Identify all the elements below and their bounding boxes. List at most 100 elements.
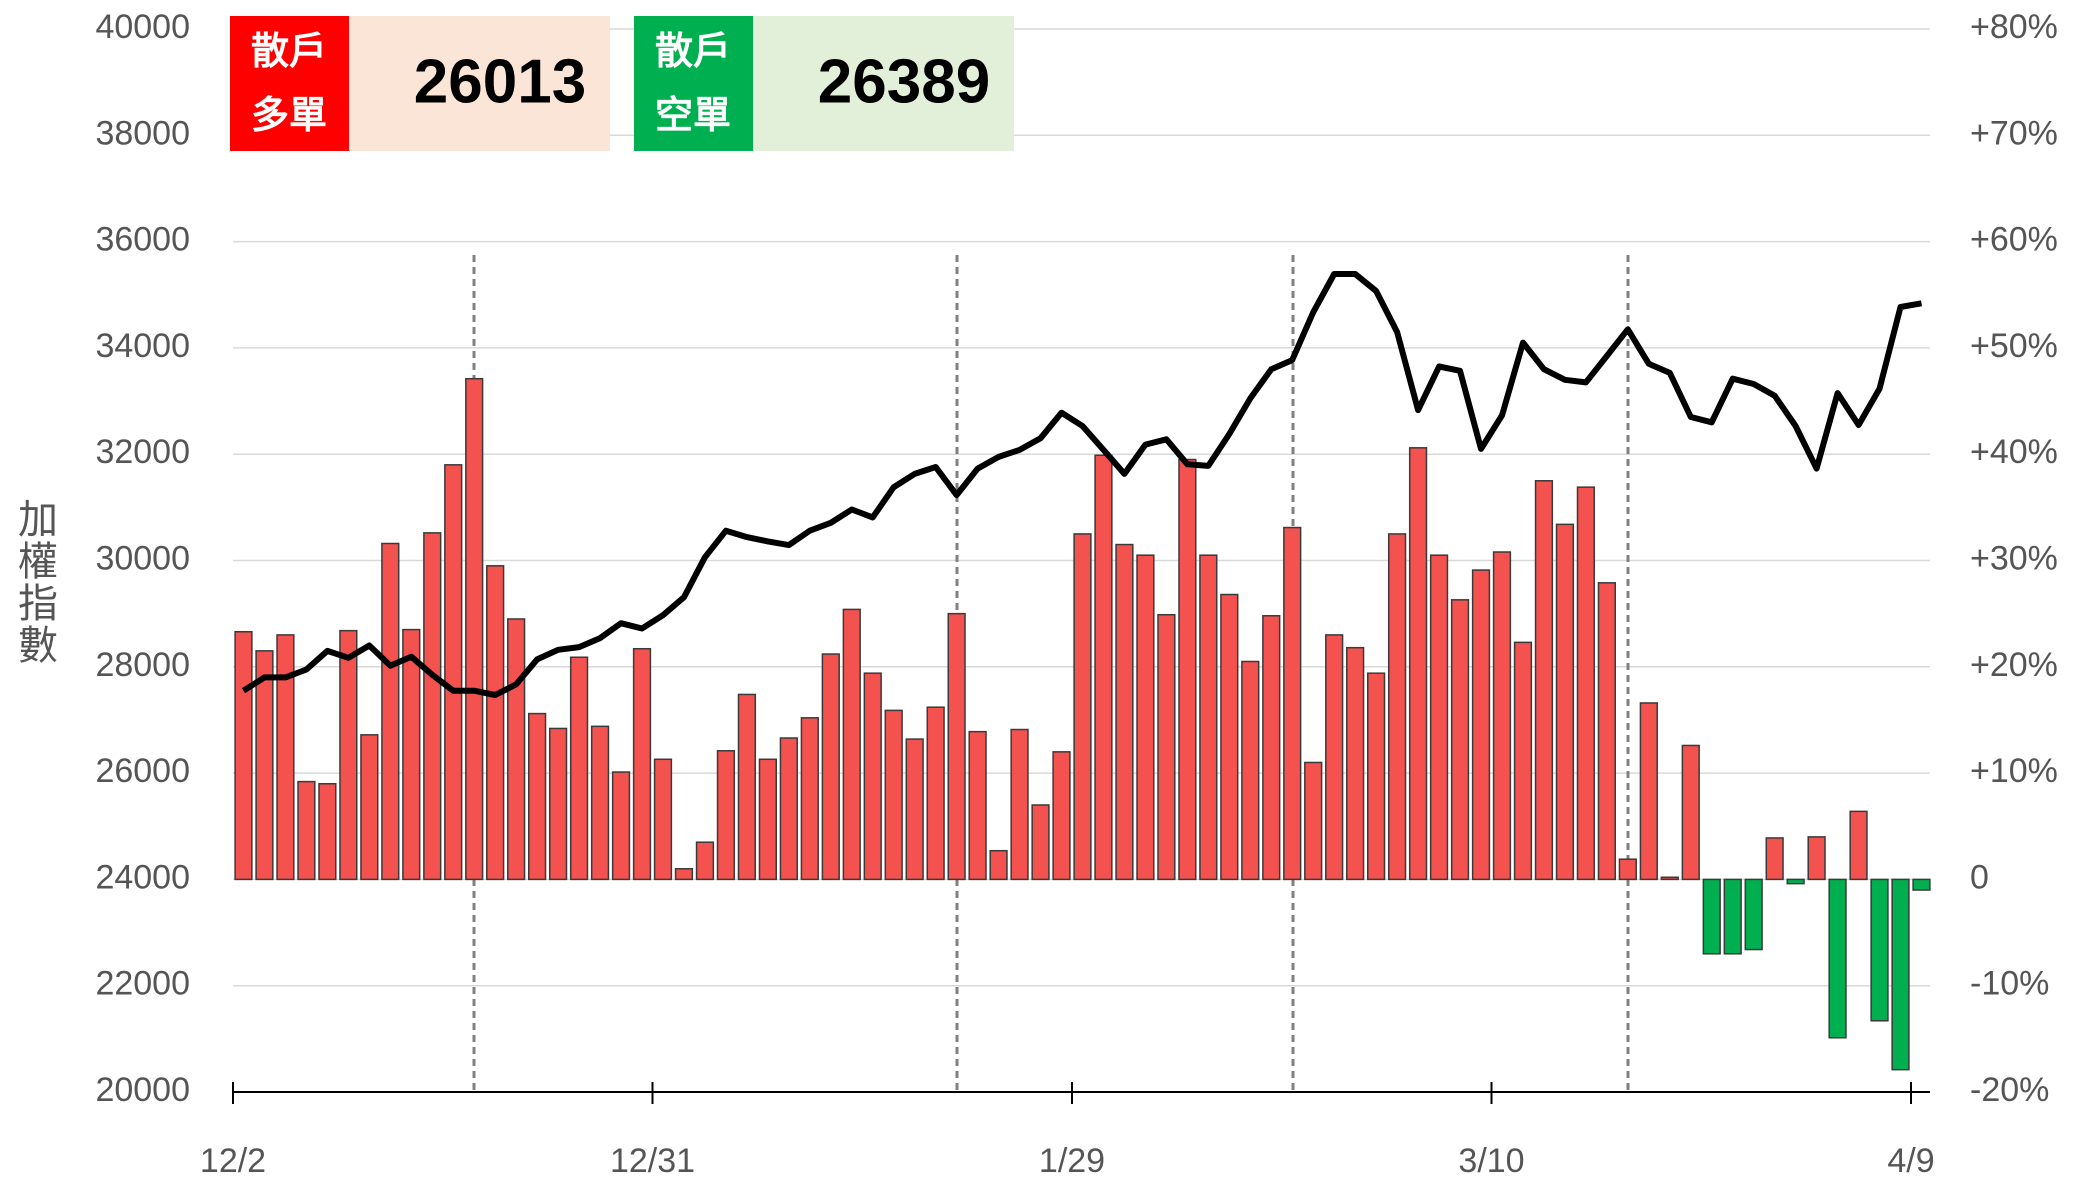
bar <box>1010 728 1029 881</box>
bar <box>381 542 400 881</box>
index-line <box>241 271 1923 698</box>
header-label: 空單 <box>655 95 731 137</box>
bar <box>360 734 379 881</box>
y-tick-label: 40000 <box>95 8 190 46</box>
y-tick-label: 38000 <box>95 114 190 152</box>
bar <box>1555 523 1575 881</box>
y2-tick-label: -20% <box>1970 1071 2049 1109</box>
bar <box>1115 543 1134 881</box>
y-axis-title: 加權指數 <box>12 498 57 666</box>
bar <box>1241 660 1260 881</box>
x-tick-label: 3/10 <box>1458 1142 1524 1180</box>
bar <box>674 868 694 881</box>
bar <box>276 634 295 881</box>
y2-tick-label: +40% <box>1970 433 2058 471</box>
bar <box>1136 554 1155 881</box>
y-tick-label: 26000 <box>95 752 190 790</box>
bar <box>737 693 757 881</box>
header-label-box <box>634 16 753 151</box>
bar <box>863 672 882 881</box>
bar <box>947 612 966 881</box>
bar <box>1199 554 1218 881</box>
bar <box>1220 593 1239 881</box>
bar <box>1639 702 1658 881</box>
bar <box>1702 878 1721 955</box>
bar <box>1849 810 1868 881</box>
bar <box>1052 751 1071 881</box>
bar <box>1031 804 1050 881</box>
bar <box>905 738 924 881</box>
bar <box>1283 526 1302 881</box>
y2-tick-label: +80% <box>1970 8 2058 46</box>
y-tick-label: 34000 <box>95 327 190 365</box>
bar <box>1429 554 1449 881</box>
bar <box>297 780 316 881</box>
bar <box>1262 615 1281 881</box>
bar <box>779 737 798 881</box>
x-tick-label: 12/2 <box>200 1142 266 1180</box>
bar <box>653 758 673 881</box>
labels: 20000 22000 24000 26000 28000 30000 32000 34000… <box>12 8 2058 1180</box>
bar <box>1534 480 1554 881</box>
x-tick-label: 1/29 <box>1039 1142 1105 1180</box>
y2-tick-label: -10% <box>1970 965 2049 1003</box>
header-value: 26013 <box>414 47 586 116</box>
bar <box>1450 599 1470 881</box>
header-label: 散戶 <box>251 31 327 73</box>
bar <box>465 377 484 881</box>
header-value-box <box>349 16 610 151</box>
header-label: 散戶 <box>655 31 731 73</box>
header-value: 26389 <box>818 47 990 116</box>
header-label: 多單 <box>251 95 327 137</box>
bar <box>1471 569 1491 881</box>
bar <box>444 464 463 881</box>
y-tick-label: 36000 <box>95 221 190 259</box>
bar <box>1073 533 1092 881</box>
header-label-box <box>230 16 349 151</box>
y-tick-label: 28000 <box>95 646 190 684</box>
bar <box>1366 672 1386 881</box>
bar <box>1094 454 1113 881</box>
bar <box>402 628 421 881</box>
bar <box>1870 878 1889 1022</box>
bar <box>884 709 903 881</box>
y2-tick-label: +30% <box>1970 539 2058 577</box>
bar <box>318 782 337 881</box>
bar <box>486 565 505 881</box>
x-tick-label: 4/9 <box>1887 1142 1934 1180</box>
bar <box>548 727 568 881</box>
y2-tick-label: +70% <box>1970 114 2058 152</box>
bar <box>507 618 526 881</box>
bar <box>842 608 861 881</box>
y2-tick-label: +60% <box>1970 221 2058 259</box>
bar <box>632 647 652 881</box>
x-tick-label: 12/31 <box>610 1142 695 1180</box>
bar <box>527 712 547 881</box>
y2-tick-label: 0 <box>1970 858 1989 896</box>
bar <box>716 750 736 881</box>
bar <box>1325 634 1344 881</box>
bar <box>1178 458 1197 881</box>
bar <box>234 630 253 881</box>
bar <box>821 653 840 881</box>
bar <box>926 706 945 881</box>
y-tick-label: 30000 <box>95 539 190 577</box>
bar <box>1492 551 1512 881</box>
bar <box>1912 878 1931 891</box>
bar <box>339 629 358 881</box>
bar <box>989 849 1008 881</box>
bar <box>1576 486 1596 881</box>
bar <box>423 532 442 881</box>
y-tick-label: 20000 <box>95 1071 190 1109</box>
bar <box>1408 447 1428 881</box>
bar <box>800 717 819 881</box>
y-tick-label: 22000 <box>95 965 190 1003</box>
bar <box>1681 744 1700 881</box>
bar <box>1891 878 1910 1071</box>
y2-tick-label: +50% <box>1970 327 2058 365</box>
bar <box>1765 837 1784 881</box>
bar <box>1157 613 1176 881</box>
bar <box>590 725 610 881</box>
bar <box>1807 836 1826 881</box>
